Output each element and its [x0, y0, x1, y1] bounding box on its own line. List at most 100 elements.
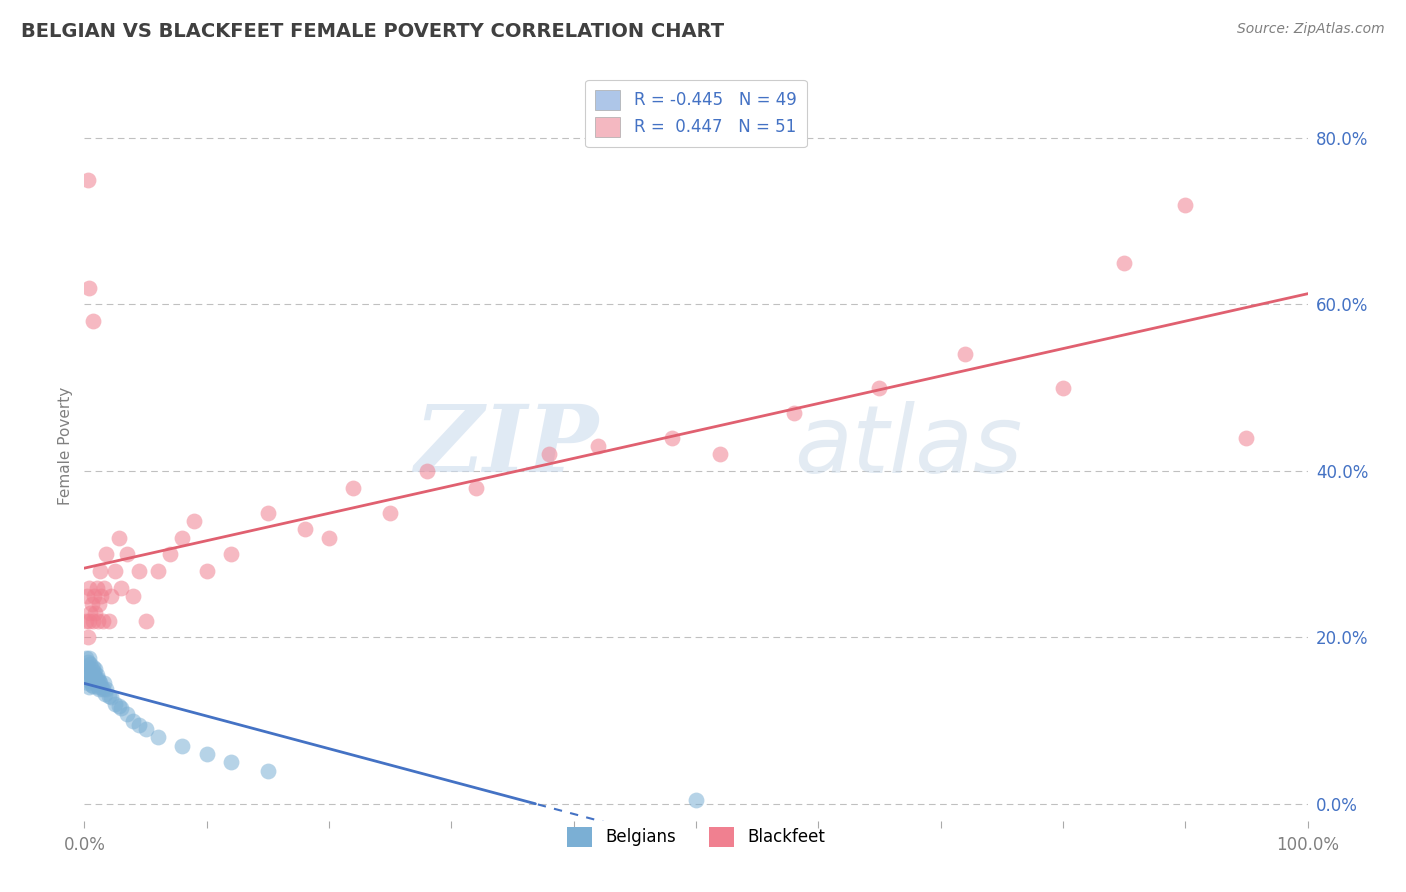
Point: [146, 564, 169, 578]
Point: [122, 589, 145, 603]
Point: [783, 406, 806, 420]
Point: [83, 665, 105, 680]
Legend: Belgians, Blackfeet: Belgians, Blackfeet: [560, 820, 832, 854]
Point: [219, 756, 242, 770]
Point: [90, 589, 112, 603]
Point: [107, 531, 129, 545]
Point: [77, 281, 100, 295]
Point: [80, 597, 103, 611]
Point: [91, 682, 114, 697]
Point: [128, 718, 150, 732]
Point: [661, 431, 683, 445]
Point: [110, 581, 132, 595]
Point: [90, 681, 112, 695]
Point: [84, 670, 107, 684]
Point: [195, 564, 218, 578]
Point: [172, 531, 194, 545]
Point: [89, 564, 111, 578]
Y-axis label: Female Poverty: Female Poverty: [58, 387, 73, 505]
Point: [104, 697, 127, 711]
Point: [586, 439, 609, 453]
Point: [122, 714, 145, 728]
Text: Source: ZipAtlas.com: Source: ZipAtlas.com: [1237, 22, 1385, 37]
Point: [86, 668, 108, 682]
Point: [77, 631, 100, 645]
Point: [1114, 256, 1136, 270]
Point: [80, 678, 103, 692]
Point: [77, 581, 100, 595]
Point: [82, 659, 104, 673]
Point: [83, 589, 105, 603]
Point: [87, 672, 110, 686]
Point: [538, 447, 561, 461]
Point: [219, 547, 242, 561]
Text: atlas: atlas: [794, 401, 1022, 491]
Point: [86, 673, 108, 688]
Point: [100, 589, 122, 603]
Text: ZIP: ZIP: [413, 401, 598, 491]
Point: [87, 682, 110, 697]
Point: [82, 679, 104, 693]
Point: [953, 347, 976, 361]
Point: [97, 614, 120, 628]
Point: [110, 701, 132, 715]
Point: [146, 731, 169, 745]
Point: [257, 764, 280, 778]
Point: [76, 659, 98, 673]
Point: [76, 668, 98, 682]
Text: BELGIAN VS BLACKFEET FEMALE POVERTY CORRELATION CHART: BELGIAN VS BLACKFEET FEMALE POVERTY CORR…: [21, 22, 724, 41]
Point: [84, 606, 107, 620]
Point: [84, 662, 107, 676]
Point: [75, 651, 97, 665]
Point: [82, 614, 104, 628]
Point: [77, 172, 100, 186]
Point: [709, 447, 731, 461]
Point: [77, 665, 100, 680]
Point: [464, 481, 486, 495]
Point: [79, 668, 101, 682]
Point: [94, 687, 117, 701]
Point: [257, 506, 280, 520]
Point: [97, 689, 120, 703]
Point: [76, 589, 98, 603]
Point: [869, 381, 891, 395]
Point: [77, 676, 100, 690]
Point: [380, 506, 402, 520]
Point: [685, 793, 707, 807]
Point: [128, 564, 150, 578]
Point: [93, 581, 115, 595]
Point: [79, 606, 101, 620]
Point: [89, 676, 111, 690]
Point: [318, 531, 340, 545]
Point: [77, 651, 100, 665]
Point: [77, 656, 100, 670]
Point: [87, 597, 110, 611]
Point: [195, 747, 218, 761]
Point: [91, 614, 114, 628]
Point: [77, 681, 100, 695]
Point: [416, 464, 439, 478]
Point: [104, 564, 127, 578]
Point: [87, 673, 110, 688]
Point: [82, 668, 104, 682]
Point: [96, 682, 118, 697]
Point: [183, 514, 205, 528]
Point: [1052, 381, 1074, 395]
Point: [294, 522, 316, 536]
Point: [82, 314, 104, 328]
Point: [80, 662, 103, 676]
Point: [1236, 431, 1258, 445]
Point: [83, 673, 105, 688]
Point: [93, 676, 115, 690]
Point: [172, 739, 194, 753]
Point: [115, 707, 138, 722]
Point: [80, 670, 103, 684]
Point: [79, 673, 101, 688]
Point: [100, 690, 122, 705]
Point: [86, 581, 108, 595]
Point: [96, 547, 118, 561]
Point: [115, 547, 138, 561]
Point: [107, 698, 129, 713]
Point: [159, 547, 181, 561]
Point: [135, 722, 157, 736]
